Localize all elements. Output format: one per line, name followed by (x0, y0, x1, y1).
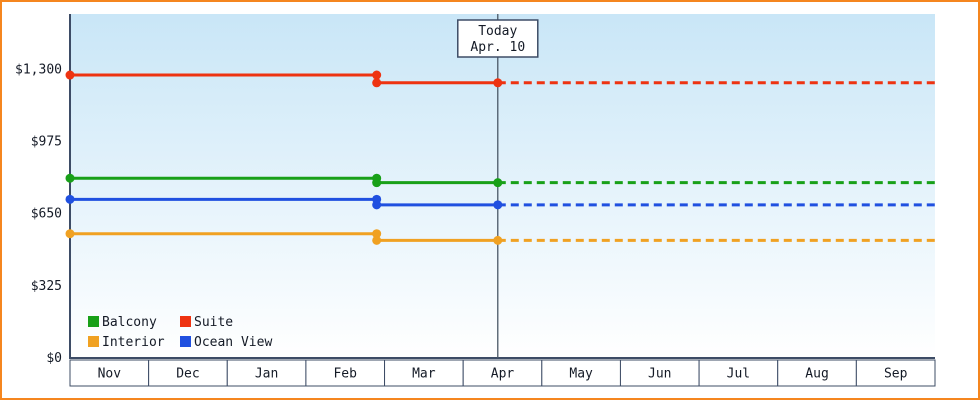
month-label: Feb (333, 367, 357, 382)
series-marker-ocean-view (493, 200, 503, 210)
month-label: Jul (727, 367, 750, 382)
month-cell (698, 359, 779, 387)
y-axis-label: $975 (31, 135, 62, 150)
series-marker-balcony (65, 173, 75, 183)
series-marker-interior (65, 229, 75, 239)
month-label: Jun (648, 367, 671, 382)
month-cell (148, 359, 228, 387)
y-axis-label: $1,300 (15, 62, 62, 77)
legend-label-suite: Suite (194, 315, 233, 330)
month-cell (855, 359, 936, 387)
y-axis-label: $325 (31, 279, 62, 294)
plot-area (70, 14, 935, 358)
month-cell (305, 359, 386, 387)
series-marker-ocean-view (372, 200, 382, 210)
month-cell (462, 359, 543, 387)
legend-label-ocean-view: Ocean View (194, 335, 272, 350)
month-cell (619, 359, 700, 387)
month-label: Aug (805, 367, 828, 382)
legend-label-balcony: Balcony (102, 315, 157, 330)
today-label-line2: Apr. 10 (470, 40, 525, 55)
month-label: Apr (491, 367, 515, 382)
today-label-line1: Today (478, 24, 517, 39)
series-marker-interior (493, 235, 503, 245)
series-marker-suite (372, 78, 382, 88)
legend-label-interior: Interior (102, 335, 165, 350)
series-marker-interior (372, 235, 382, 245)
month-label: Mar (412, 367, 436, 382)
series-marker-balcony (493, 178, 503, 188)
month-cell (777, 359, 857, 387)
month-label: May (569, 367, 593, 382)
series-marker-suite (65, 70, 75, 80)
month-cell (541, 359, 621, 387)
y-axis-label: $650 (31, 207, 62, 222)
month-label: Jan (255, 367, 278, 382)
legend-swatch-balcony (88, 316, 99, 327)
legend-swatch-ocean-view (180, 336, 191, 347)
series-marker-interior (372, 229, 382, 239)
month-label: Sep (884, 367, 908, 382)
series-marker-suite (372, 70, 382, 80)
y-axis-label: $0 (46, 351, 62, 366)
month-cell (226, 359, 307, 387)
month-label: Nov (98, 367, 122, 382)
series-marker-ocean-view (65, 194, 75, 204)
today-label-box (457, 19, 539, 58)
legend-swatch-suite (180, 316, 191, 327)
series-marker-suite (493, 78, 503, 88)
legend-swatch-interior (88, 336, 99, 347)
series-marker-balcony (372, 178, 382, 188)
month-label: Dec (176, 367, 199, 382)
